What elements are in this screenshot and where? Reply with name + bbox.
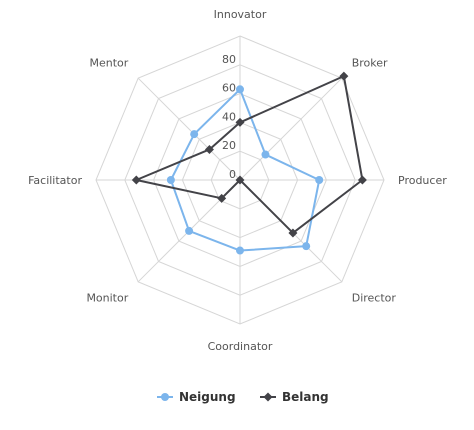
- series-neigung: [166, 85, 324, 255]
- data-point: [190, 130, 199, 139]
- data-point: [185, 226, 194, 235]
- legend-label: Neigung: [179, 390, 236, 404]
- data-point: [236, 85, 244, 94]
- data-point: [315, 176, 324, 184]
- tick-label: 0: [229, 168, 236, 181]
- tick-label: 80: [222, 53, 236, 66]
- legend-marker: [161, 393, 169, 401]
- data-point: [131, 175, 141, 185]
- data-point: [235, 117, 245, 127]
- data-point: [357, 175, 367, 185]
- category-label: Director: [352, 292, 397, 305]
- series-plot: [131, 71, 367, 255]
- tick-label: 40: [222, 110, 236, 123]
- series-belang: [131, 71, 367, 238]
- legend-label: Belang: [282, 390, 329, 404]
- category-label: Broker: [352, 56, 388, 69]
- tick-label: 20: [222, 139, 236, 152]
- grid-spoke: [137, 77, 241, 181]
- category-label: Monitor: [86, 292, 128, 305]
- data-point: [236, 246, 244, 255]
- tick-label: 60: [222, 82, 236, 95]
- category-label: Coordinator: [208, 340, 273, 353]
- category-label: Producer: [398, 174, 447, 187]
- radial-ticks: 0 20 40 60 80: [222, 53, 236, 181]
- category-labels: Innovator Broker Producer Director Coordinat…: [28, 8, 447, 353]
- data-point: [288, 228, 298, 238]
- category-label: Facilitator: [28, 174, 82, 187]
- legend-marker: [263, 392, 273, 402]
- data-point: [204, 144, 214, 154]
- legend-item-belang: Belang: [260, 390, 329, 404]
- category-label: Mentor: [89, 56, 128, 69]
- data-point: [217, 193, 227, 203]
- grid-spoke: [239, 77, 343, 181]
- legend-item-neigung: Neigung: [157, 390, 236, 404]
- data-point: [235, 175, 245, 185]
- legend: Neigung Belang: [157, 390, 329, 404]
- data-point: [339, 71, 349, 81]
- data-point: [261, 150, 270, 159]
- data-point: [166, 176, 175, 184]
- data-point: [302, 242, 311, 251]
- category-label: Innovator: [214, 8, 267, 21]
